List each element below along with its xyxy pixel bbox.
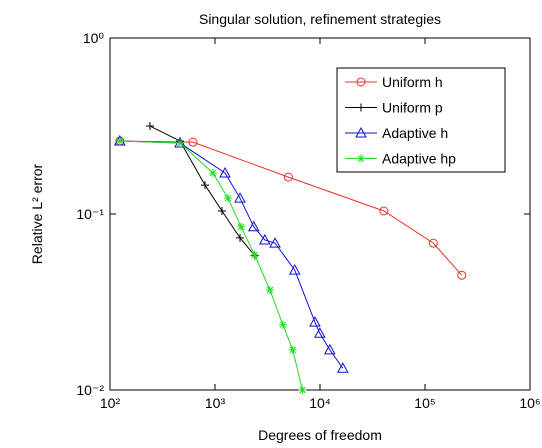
marker [428,238,438,248]
series-line [119,140,303,391]
marker [298,386,307,394]
marker [379,206,389,216]
marker [313,327,326,338]
marker [265,285,274,294]
marker [234,192,246,203]
marker [336,362,349,373]
marker [288,264,301,275]
marker [355,126,367,138]
marker [323,343,336,355]
marker [200,181,209,190]
marker [175,139,184,148]
marker [309,316,321,327]
y-tick-label: 10⁻² [76,382,104,398]
chart-title: Singular solution, refinement strategies [199,11,441,27]
marker [357,154,365,163]
y-axis-label: Relative L² error [29,163,45,264]
marker [224,194,233,203]
marker [250,250,259,259]
marker [283,172,293,182]
marker [218,207,227,216]
marker [219,166,231,178]
y-tick-label: 10⁻¹ [76,206,104,222]
x-tick-label: 10⁶ [519,395,540,411]
legend-label: Uniform p [382,100,443,116]
legend-label: Adaptive hp [382,151,456,167]
x-tick-label: 10² [100,395,121,411]
y-tick-label: 10⁰ [83,30,105,46]
legend-label: Adaptive h [382,125,448,141]
marker [357,103,365,112]
marker [258,233,271,245]
marker [235,233,244,242]
x-tick-label: 10⁴ [309,395,331,411]
marker [269,237,281,248]
series-line [119,140,344,369]
marker [457,270,467,280]
x-axis-label: Degrees of freedom [258,427,382,443]
series-line [149,125,256,256]
marker [356,77,366,87]
marker [188,137,198,147]
marker [237,222,246,231]
marker [247,220,260,232]
marker [288,345,297,354]
marker [278,320,287,329]
marker [208,168,217,177]
x-tick-label: 10⁵ [414,395,435,411]
marker [145,122,154,131]
marker [115,136,124,145]
legend-label: Uniform h [382,74,443,90]
x-tick-label: 10³ [205,395,226,411]
legend-box [336,67,506,173]
